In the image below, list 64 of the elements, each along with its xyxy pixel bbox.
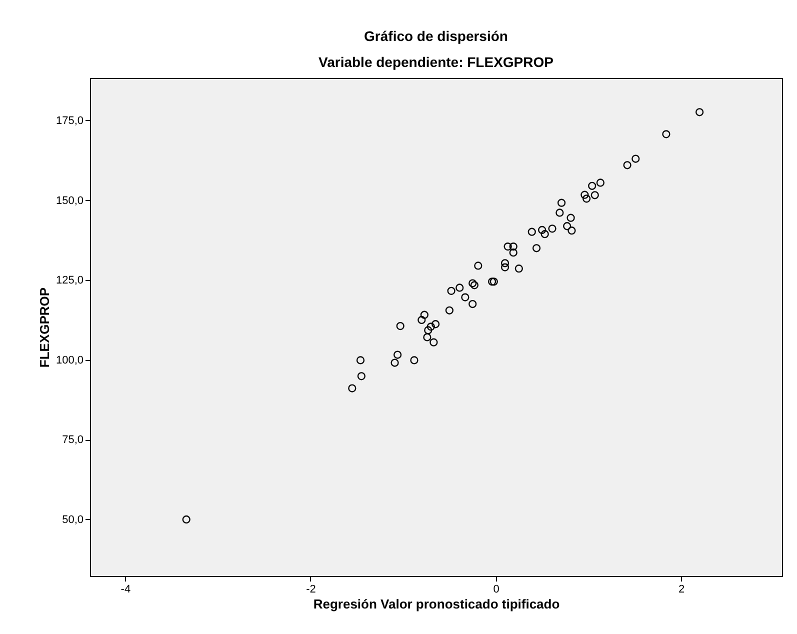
point — [393, 350, 402, 359]
y-tick-label: 50,0 — [62, 514, 84, 526]
point — [566, 214, 575, 222]
chart-title: Gráfico de dispersión — [364, 28, 508, 44]
point — [357, 372, 366, 380]
point — [445, 306, 454, 314]
point — [500, 263, 510, 272]
point — [662, 130, 670, 138]
point — [548, 224, 556, 233]
point — [538, 226, 546, 234]
y-tick-label: 100,0 — [56, 354, 84, 366]
y-tick-label: 125,0 — [56, 274, 84, 287]
point — [563, 222, 572, 230]
point — [623, 161, 632, 170]
point — [420, 310, 428, 319]
point — [557, 198, 566, 207]
x-tick-label: -4 — [120, 584, 131, 596]
point — [456, 284, 464, 292]
x-axis-title: Regresión Valor pronosticado tipificado — [313, 596, 560, 612]
point — [500, 259, 510, 268]
point — [588, 182, 596, 190]
y-tick-label: 150,0 — [56, 194, 84, 207]
point — [582, 194, 591, 203]
y-axis-title: FLEXGPROP — [36, 287, 52, 368]
point — [182, 515, 190, 524]
point — [474, 262, 482, 270]
point — [488, 278, 496, 286]
point — [461, 293, 470, 302]
y-tick-label: 175,0 — [56, 114, 84, 127]
point — [556, 208, 564, 217]
point — [468, 279, 477, 288]
point — [468, 300, 477, 308]
point — [509, 248, 518, 257]
point — [590, 191, 599, 200]
point — [418, 316, 426, 324]
point — [426, 322, 435, 331]
point — [596, 178, 604, 187]
point — [431, 320, 440, 328]
point — [509, 242, 518, 251]
point — [348, 384, 356, 392]
y-tick-label: 75,0 — [62, 434, 84, 446]
point — [514, 264, 523, 273]
point — [695, 108, 704, 116]
point — [528, 228, 536, 236]
point — [490, 278, 498, 286]
x-tick-label: 0 — [493, 584, 500, 596]
point — [504, 242, 512, 251]
point — [390, 358, 399, 367]
point — [423, 333, 432, 342]
point — [632, 154, 640, 163]
point — [580, 190, 589, 199]
point — [540, 230, 549, 238]
x-tick-label: -2 — [306, 584, 316, 596]
point — [424, 326, 432, 334]
point — [447, 286, 456, 295]
point — [430, 338, 438, 346]
point — [470, 281, 479, 290]
chart-subtitle: Variable dependiente: FLEXGPROP — [318, 54, 554, 70]
point — [410, 356, 418, 364]
point — [356, 356, 365, 364]
point — [532, 244, 541, 252]
point — [396, 322, 404, 330]
point — [568, 226, 576, 235]
x-tick-label: 2 — [678, 584, 685, 596]
